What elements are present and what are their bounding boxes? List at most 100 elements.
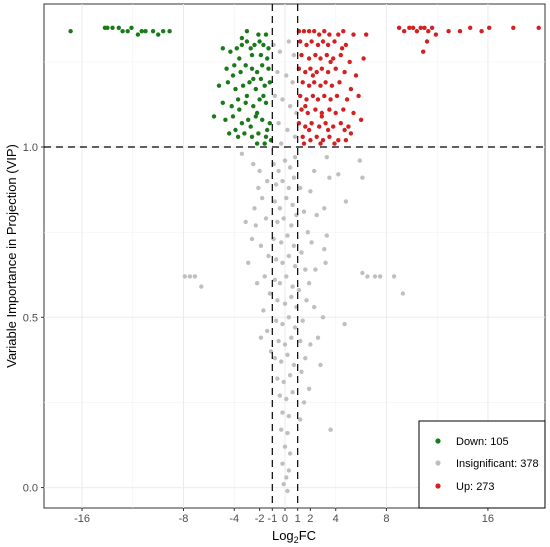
point-down xyxy=(260,63,265,68)
point-insignificant xyxy=(257,168,262,174)
point-insignificant xyxy=(252,206,257,211)
point-insignificant xyxy=(280,461,285,466)
point-up xyxy=(396,25,402,30)
x-tick-label: -8 xyxy=(179,513,189,525)
point-down xyxy=(242,131,247,136)
point-down xyxy=(262,83,267,88)
point-insignificant xyxy=(365,274,370,279)
point-up xyxy=(306,29,312,34)
point-down xyxy=(258,76,264,82)
point-insignificant xyxy=(299,250,304,255)
point-up xyxy=(424,39,430,44)
point-up xyxy=(308,138,313,143)
point-insignificant xyxy=(281,482,286,487)
point-insignificant xyxy=(285,352,290,357)
point-insignificant xyxy=(275,298,280,303)
point-up xyxy=(319,114,324,119)
point-down xyxy=(167,29,172,34)
point-up xyxy=(306,56,312,61)
point-insignificant xyxy=(290,284,295,289)
point-down xyxy=(256,32,261,37)
point-insignificant xyxy=(318,362,323,368)
point-up xyxy=(479,29,484,34)
point-down xyxy=(239,35,245,41)
x-axis-title: Log2FC xyxy=(272,528,316,545)
point-down xyxy=(233,86,238,92)
point-insignificant xyxy=(265,328,270,334)
point-up xyxy=(414,29,420,34)
point-down xyxy=(116,25,122,30)
point-down xyxy=(243,63,248,68)
point-insignificant xyxy=(303,267,308,272)
y-tick-label: 0.5 xyxy=(23,312,38,324)
point-up xyxy=(303,104,308,109)
point-insignificant xyxy=(291,362,297,368)
point-insignificant xyxy=(286,468,291,473)
legend-label-up: Up: 273 xyxy=(456,481,495,493)
y-tick-label: 0.0 xyxy=(23,483,38,495)
point-insignificant xyxy=(306,281,312,286)
point-insignificant xyxy=(239,151,245,156)
point-down xyxy=(225,80,231,85)
x-tick-label: 4 xyxy=(333,513,339,525)
point-insignificant xyxy=(284,475,289,480)
point-up xyxy=(333,110,338,116)
point-insignificant xyxy=(243,219,248,225)
point-up xyxy=(457,29,463,34)
point-up xyxy=(331,56,336,61)
point-insignificant xyxy=(285,430,290,436)
point-down xyxy=(257,39,262,44)
point-down xyxy=(216,83,222,88)
point-insignificant xyxy=(299,369,304,374)
point-up xyxy=(341,29,346,34)
legend-key-down xyxy=(435,438,441,444)
point-insignificant xyxy=(292,325,298,330)
point-insignificant xyxy=(275,219,280,225)
point-insignificant xyxy=(377,274,383,279)
y-axis-ticks: 0.0 0.5 1.0 xyxy=(23,142,44,495)
x-tick-label: 16 xyxy=(482,513,494,525)
point-up xyxy=(322,93,327,99)
point-insignificant xyxy=(292,264,298,269)
legend-key-up xyxy=(435,483,441,489)
point-insignificant xyxy=(256,185,261,191)
point-down xyxy=(248,46,253,51)
point-insignificant xyxy=(272,277,277,282)
point-down xyxy=(220,100,225,106)
point-down xyxy=(229,104,234,109)
point-up xyxy=(313,107,318,112)
point-up xyxy=(339,46,345,51)
point-down xyxy=(251,76,256,82)
point-down xyxy=(237,56,242,61)
point-up xyxy=(346,124,351,129)
point-down xyxy=(105,25,110,30)
point-up xyxy=(319,110,324,116)
x-tick-label: 1 xyxy=(295,513,301,525)
point-insignificant xyxy=(308,189,313,194)
point-up xyxy=(342,127,347,133)
point-up xyxy=(324,52,329,58)
point-insignificant xyxy=(282,342,288,347)
point-down xyxy=(224,66,229,71)
point-insignificant xyxy=(272,199,277,204)
point-up xyxy=(338,121,343,126)
point-down xyxy=(244,93,250,99)
x-tick-label: 0 xyxy=(282,513,288,525)
x-tick-label: 8 xyxy=(383,513,389,525)
x-tick-label: -1 xyxy=(267,513,277,525)
point-insignificant xyxy=(280,321,285,327)
point-up xyxy=(336,32,341,37)
point-down xyxy=(249,52,255,58)
point-insignificant xyxy=(303,356,308,361)
point-insignificant xyxy=(260,195,265,201)
point-up xyxy=(314,69,319,75)
point-insignificant xyxy=(263,216,269,221)
point-down xyxy=(233,127,238,133)
point-insignificant xyxy=(285,127,290,133)
point-insignificant xyxy=(277,281,283,286)
point-insignificant xyxy=(315,335,321,340)
point-insignificant xyxy=(306,386,312,391)
point-down xyxy=(257,97,262,102)
point-up xyxy=(402,29,407,34)
